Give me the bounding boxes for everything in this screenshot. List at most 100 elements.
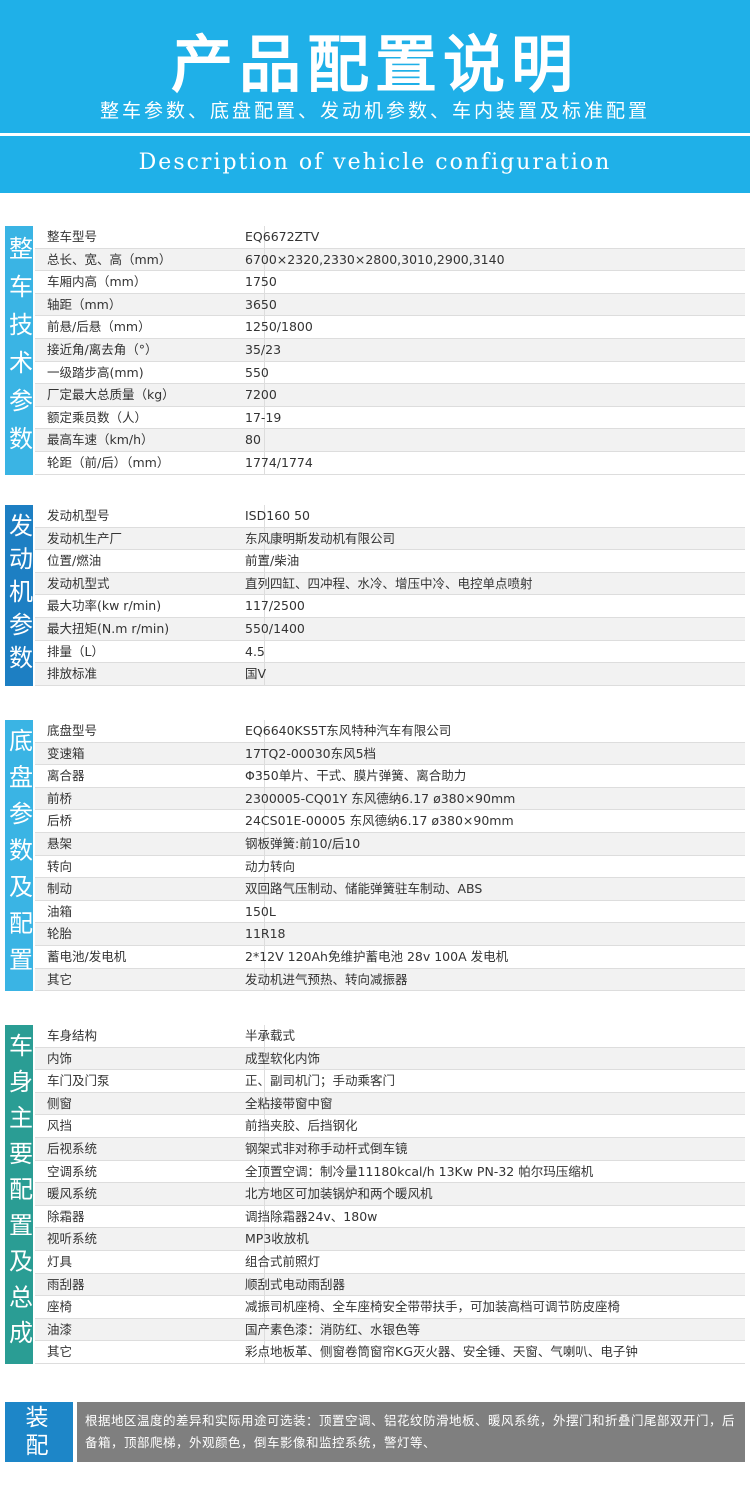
col-divider	[264, 452, 265, 474]
table-row: 后视系统 钢架式非对称手动杆式倒车镜	[35, 1138, 745, 1161]
row-value: 1250/1800	[245, 319, 313, 335]
row-value: MP3收放机	[245, 1231, 309, 1247]
row-value: 17TQ2-00030东风5档	[245, 745, 377, 761]
table-row: 内饰 成型软化内饰	[35, 1047, 745, 1071]
section-label: 车身主要配置及总成	[5, 1025, 33, 1364]
table-row: 发动机型式 直列四缸、四冲程、水冷、增压中冷、电控单点喷射	[35, 572, 745, 596]
row-label: 座椅	[47, 1299, 73, 1315]
col-divider	[264, 900, 265, 923]
row-value: ISD160 50	[245, 508, 310, 523]
table-row: 车门及门泵 正、副司机门；手动乘客门	[35, 1070, 745, 1093]
row-value: EQ6640KS5T东风特种汽车有限公司	[245, 723, 452, 738]
col-divider	[264, 742, 265, 765]
row-label: 悬架	[47, 836, 73, 851]
row-label: 发动机型式	[47, 575, 110, 591]
table-row: 离合器 Φ350单片、干式、膜片弹簧、离合助力	[35, 765, 745, 788]
row-value: 前挡夹胶、后挡钢化	[245, 1118, 358, 1134]
col-divider	[264, 1047, 265, 1070]
row-value: 4.5	[245, 643, 265, 659]
row-label: 发动机型号	[47, 508, 110, 523]
row-value: 24CS01E-00005 东风德纳6.17 ø380×90mm	[245, 813, 514, 829]
row-label: 位置/燃油	[47, 553, 102, 569]
table-row: 最高车速（km/h） 80	[35, 429, 745, 452]
table-row: 接近角/离去角（°） 35/23	[35, 339, 745, 362]
row-value: 成型软化内饰	[245, 1050, 321, 1066]
section-label: 整车技术参数	[5, 226, 33, 475]
table-row: 后桥 24CS01E-00005 东风德纳6.17 ø380×90mm	[35, 810, 745, 833]
row-value: 550	[245, 364, 269, 380]
col-divider	[264, 361, 265, 384]
table-row: 轴距（mm） 3650	[35, 293, 745, 317]
col-divider	[264, 339, 265, 361]
col-divider	[264, 923, 265, 945]
table-row: 车身结构 半承载式	[35, 1025, 745, 1048]
row-label: 车门及门泵	[47, 1073, 110, 1089]
row-label: 前桥	[47, 790, 73, 806]
table-row: 最大功率(kw r/min) 117/2500	[35, 595, 745, 618]
col-divider	[264, 505, 265, 527]
col-divider	[264, 878, 265, 900]
row-label: 蓄电池/发电机	[47, 949, 127, 964]
table-row: 整车型号 EQ6672ZTV	[35, 226, 745, 249]
row-label: 内饰	[47, 1050, 73, 1066]
section-label: 发动机参数	[5, 505, 33, 686]
row-value: 1750	[245, 274, 277, 290]
row-label: 雨刮器	[47, 1276, 85, 1292]
row-value: 3650	[245, 296, 277, 312]
row-label: 整车型号	[47, 229, 98, 244]
row-value: 直列四缸、四冲程、水冷、增压中冷、电控单点喷射	[245, 575, 533, 591]
row-label: 油漆	[47, 1321, 73, 1337]
row-value: 6700×2320,2330×2800,3010,2900,3140	[245, 251, 505, 267]
row-label: 除霜器	[47, 1208, 85, 1224]
col-divider	[264, 527, 265, 550]
row-value: 前置/柴油	[245, 553, 300, 569]
row-label: 发动机生产厂	[47, 530, 123, 546]
table-row: 前桥 2300005-CQ01Y 东风德纳6.17 ø380×90mm	[35, 787, 745, 811]
table-row: 底盘型号 EQ6640KS5T东风特种汽车有限公司	[35, 720, 745, 743]
table-row: 风挡 前挡夹胶、后挡钢化	[35, 1115, 745, 1138]
row-value: 80	[245, 432, 261, 448]
section-label-text: 车身主要配置及总成	[4, 1033, 33, 1356]
col-divider	[264, 968, 265, 991]
col-divider	[264, 1296, 265, 1318]
col-divider	[264, 1341, 265, 1363]
row-label: 风挡	[47, 1118, 73, 1134]
section: 车身主要配置及总成 车身结构 半承载式内饰 成型软化内饰车门及门泵 正、副司机门；手动乘…	[5, 1025, 745, 1364]
table-row: 轮距（前/后）（mm） 1774/1774	[35, 452, 745, 475]
row-value: 17-19	[245, 409, 282, 425]
table-row: 一级踏步高(mm) 550	[35, 361, 745, 385]
col-divider	[264, 384, 265, 406]
row-label: 车厢内高（mm）	[47, 274, 147, 290]
table-row: 暖风系统 北方地区可加装锅炉和两个暖风机	[35, 1183, 745, 1206]
col-divider	[264, 787, 265, 810]
col-divider	[264, 946, 265, 968]
row-value: Φ350单片、干式、膜片弹簧、离合助力	[245, 768, 467, 784]
col-divider	[264, 720, 265, 742]
table-row: 雨刮器 顺刮式电动雨刮器	[35, 1273, 745, 1297]
col-divider	[264, 248, 265, 271]
table-row: 视听系统 MP3收放机	[35, 1228, 745, 1251]
row-label: 灯具	[47, 1254, 73, 1269]
row-label: 前悬/后悬（mm）	[47, 319, 151, 335]
table-row: 排放标准 国V	[35, 663, 745, 686]
row-value: 双回路气压制动、储能弹簧驻车制动、ABS	[245, 881, 483, 897]
row-value: 北方地区可加装锅炉和两个暖风机	[245, 1186, 433, 1202]
col-divider	[264, 663, 265, 685]
table-row: 轮胎 11R18	[35, 923, 745, 946]
col-divider	[264, 1273, 265, 1296]
row-value: 钢架式非对称手动杆式倒车镜	[245, 1141, 408, 1156]
table-row: 转向 动力转向	[35, 855, 745, 879]
table-row: 座椅 减振司机座椅、全车座椅安全带带扶手，可加装高档可调节防皮座椅	[35, 1296, 745, 1319]
row-label: 轮距（前/后）（mm）	[47, 455, 170, 470]
row-value: 调挡除霜器24v、180w	[245, 1208, 378, 1224]
row-value: 11R18	[245, 926, 286, 942]
table-row: 其它 发动机进气预热、转向减振器	[35, 968, 745, 992]
options-title-text: 选装配置	[25, 1377, 53, 1487]
table-row: 排量（L） 4.5	[35, 640, 745, 664]
row-value: 钢板弹簧:前10/后10	[245, 836, 361, 851]
table-row: 侧窗 全粘接带窗中窗	[35, 1092, 745, 1116]
col-divider	[264, 1205, 265, 1228]
section: 整车技术参数 整车型号 EQ6672ZTV 总长、宽、高（mm） 6700×2320,2…	[5, 226, 745, 475]
row-label: 其它	[47, 971, 73, 987]
col-divider	[264, 550, 265, 572]
